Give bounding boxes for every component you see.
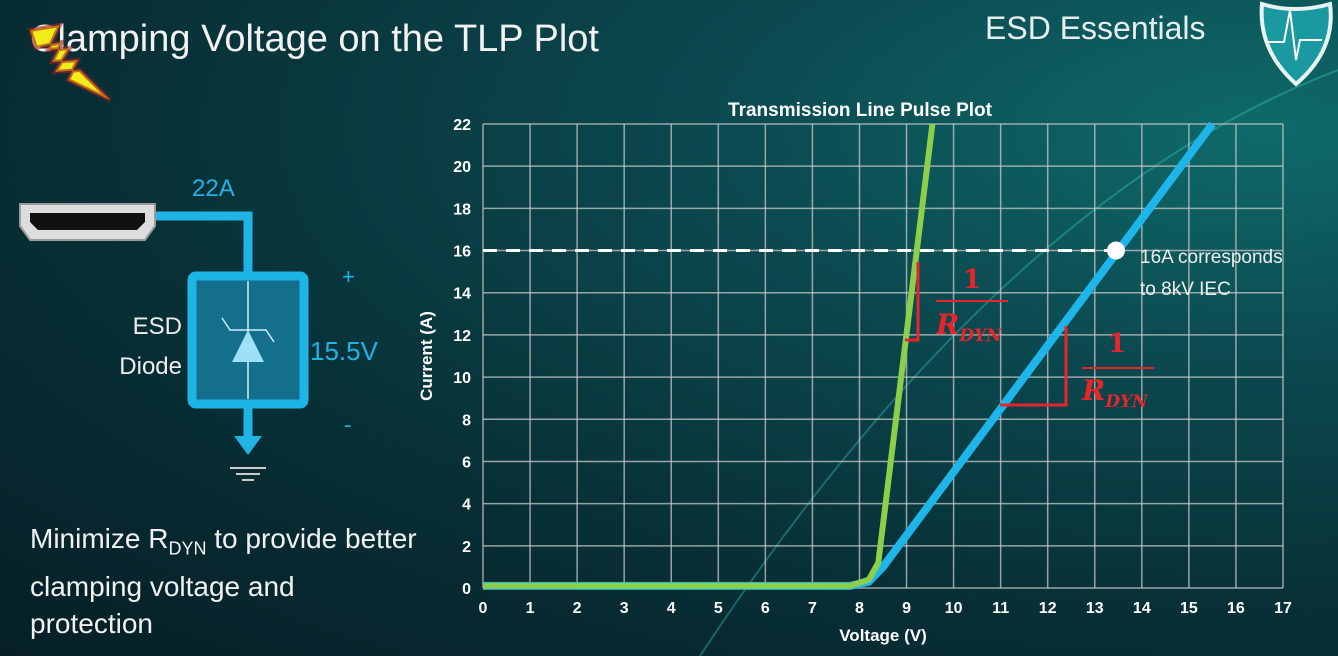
y-tick-label: 14 [453, 286, 471, 303]
x-tick-label: 16 [1227, 600, 1245, 617]
caption-pre: Minimize R [30, 523, 169, 554]
slope-triangle-blue [1000, 326, 1068, 407]
minus-sign: - [344, 412, 351, 437]
y-tick-label: 20 [453, 159, 471, 176]
slope-subscript: DYN [1104, 392, 1149, 412]
y-tick-label: 6 [462, 454, 471, 471]
voltage-label: 15.5V [310, 336, 379, 366]
wire [156, 211, 253, 276]
slope-numerator: 1 [1108, 329, 1126, 359]
x-tick-label: 2 [573, 600, 582, 617]
y-axis-label: Current (A) [417, 311, 436, 401]
annotation-line-2: to 8kV IEC [1140, 279, 1231, 300]
svg-text:RDYN: RDYN [935, 308, 1003, 346]
x-tick-label: 7 [808, 600, 817, 617]
x-tick-label: 3 [620, 600, 629, 617]
x-tick-label: 9 [902, 600, 911, 617]
y-tick-label: 2 [462, 539, 471, 556]
x-tick-label: 4 [667, 600, 676, 617]
slide-title: Clamping Voltage on the TLP Plot [30, 18, 599, 60]
slope-label-green: 1 RDYN [935, 265, 1008, 346]
current-label: 22A [192, 175, 235, 202]
slope-label-blue: 1 RDYN [1081, 329, 1154, 412]
x-axis-label: Voltage (V) [839, 626, 927, 645]
brand-name: ESD Essentials [985, 10, 1206, 46]
x-tick-label: 11 [992, 600, 1009, 617]
esd-circuit-diagram: 22A ESD Diode 15.5V + - [19, 22, 379, 481]
x-tick-label: 0 [479, 600, 488, 617]
slope-triangle-green [905, 262, 920, 342]
slope-subscript: DYN [958, 326, 1003, 346]
series-line-green [483, 123, 936, 589]
x-tick-label: 6 [761, 600, 770, 617]
lightning-icon [27, 22, 112, 102]
arrow-down-icon [234, 436, 262, 455]
x-tick-label: 13 [1086, 600, 1104, 617]
caption-sub: DYN [168, 538, 207, 559]
ground-icon [230, 467, 266, 481]
y-tick-label: 12 [453, 328, 471, 345]
y-tick-label: 22 [453, 117, 471, 134]
y-tick-label: 0 [462, 581, 471, 598]
decorative-arc [699, 69, 1338, 656]
y-tick-label: 4 [462, 497, 471, 514]
plus-sign: + [342, 264, 355, 289]
y-tick-label: 16 [453, 244, 471, 261]
hdmi-connector-icon [19, 203, 156, 241]
slope-denominator: R [935, 308, 959, 341]
x-tick-label: 5 [714, 600, 723, 617]
x-tick-label: 8 [855, 600, 864, 617]
x-tick-label: 17 [1274, 600, 1292, 617]
x-tick-label: 1 [526, 600, 535, 617]
y-tick-label: 8 [462, 412, 471, 429]
y-tick-label: 10 [453, 370, 471, 387]
device-label-2: Diode [119, 353, 182, 380]
caption-post: to provide better clamping voltage and p… [30, 523, 417, 639]
annotation-line-1: 16A corresponds [1140, 247, 1283, 268]
x-tick-label: 12 [1039, 600, 1057, 617]
series-line-blue [483, 121, 1216, 590]
chart-title: Transmission Line Pulse Plot [728, 100, 993, 121]
marker-point [1106, 241, 1125, 260]
x-tick-label: 15 [1180, 600, 1198, 617]
slope-denominator: R [1081, 374, 1105, 407]
caption: Minimize RDYN to provide better clamping… [30, 520, 420, 642]
x-tick-label: 14 [1133, 600, 1151, 617]
diode-symbol-icon [232, 330, 264, 362]
x-tick-label: 10 [945, 600, 963, 617]
svg-text:RDYN: RDYN [1081, 374, 1149, 412]
y-tick-label: 18 [453, 201, 471, 218]
shield-logo-icon [1259, 1, 1333, 87]
tlp-chart: Transmission Line Pulse Plot Voltage (V)… [417, 100, 1292, 645]
device-label-1: ESD [133, 313, 182, 340]
slope-numerator: 1 [963, 265, 981, 295]
